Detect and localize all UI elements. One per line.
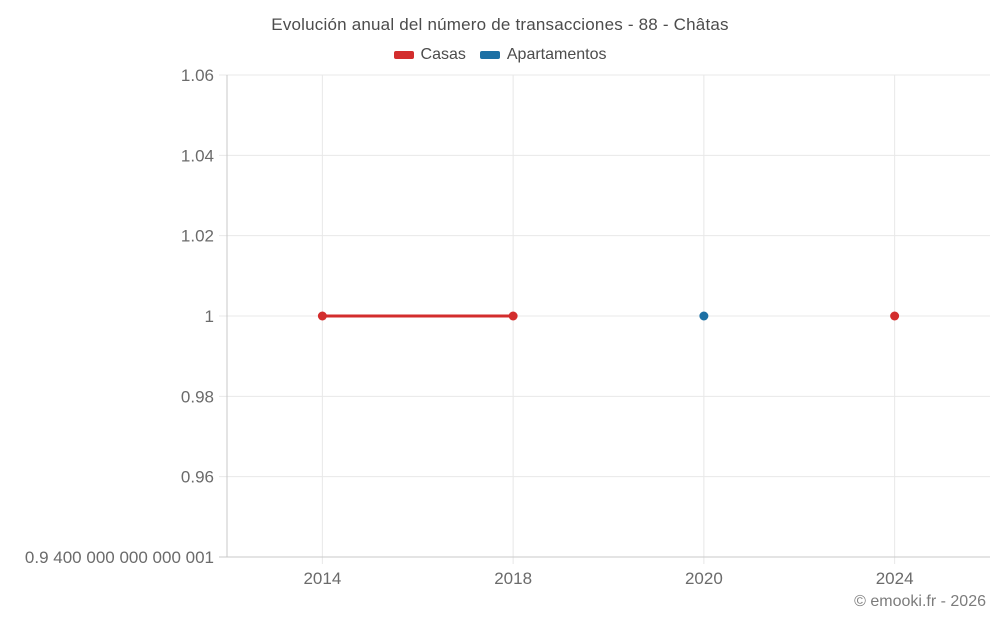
casas-series-swatch-icon bbox=[393, 51, 414, 59]
y-axis-tick-label: 1 bbox=[205, 307, 214, 326]
y-axis-tick-label: 1.06 bbox=[181, 66, 214, 85]
x-axis-tick-label: 2020 bbox=[685, 569, 723, 588]
legend-label-apartamentos: Apartamentos bbox=[506, 46, 607, 63]
x-axis-tick-label: 2024 bbox=[876, 569, 914, 588]
data-point-casas-2018[interactable] bbox=[508, 311, 518, 321]
chart-title: Evolución anual del número de transaccio… bbox=[271, 15, 729, 34]
y-axis-tick-label: 0.98 bbox=[181, 387, 214, 406]
legend: Casas Apartamentos bbox=[0, 46, 1000, 64]
apartamentos-series-swatch-icon bbox=[479, 51, 500, 59]
x-axis-tick-label: 2018 bbox=[494, 569, 532, 588]
y-axis-tick-label: 1.04 bbox=[181, 146, 214, 165]
y-axis-tick-label: 1.02 bbox=[181, 227, 214, 246]
data-point-casas-2014[interactable] bbox=[317, 311, 327, 321]
y-axis-tick-label: 0.9 400 000 000 000 001 bbox=[25, 548, 214, 567]
copyright-text: © emooki.fr - 2026 bbox=[854, 593, 986, 610]
data-point-casas-2024[interactable] bbox=[890, 311, 900, 321]
legend-item-casas: Casas bbox=[393, 46, 466, 64]
x-axis-tick-label: 2014 bbox=[303, 569, 341, 588]
legend-item-apartamentos: Apartamentos bbox=[479, 46, 607, 64]
data-point-apartamentos-2020[interactable] bbox=[699, 311, 709, 321]
y-axis-tick-label: 0.96 bbox=[181, 468, 214, 487]
legend-label-casas: Casas bbox=[420, 46, 466, 63]
